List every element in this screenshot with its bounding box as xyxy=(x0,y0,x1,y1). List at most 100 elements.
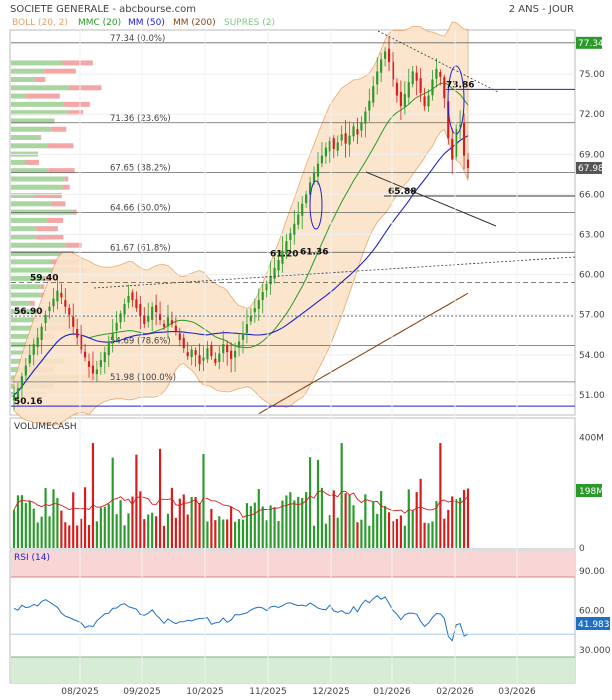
top-level-badge-label: 77.34 xyxy=(578,39,604,49)
candle-body xyxy=(411,71,414,85)
candle-body xyxy=(237,341,241,348)
candle-body xyxy=(12,394,16,401)
volume-bar xyxy=(214,520,217,548)
candle-body xyxy=(293,223,296,235)
price-tick-label: 66.00 xyxy=(579,190,605,200)
candle-body xyxy=(352,126,355,137)
volume-bar xyxy=(44,488,47,548)
price-panel-frame xyxy=(9,29,576,416)
volume-profile-bar-sell xyxy=(34,76,46,82)
price-tick-label: 51.00 xyxy=(579,391,605,401)
volume-profile-bar-sell xyxy=(25,159,39,165)
volume-bar xyxy=(218,516,221,548)
volume-bar xyxy=(387,512,391,548)
candle-body xyxy=(170,320,173,325)
candle-body xyxy=(316,163,320,177)
candle-body xyxy=(265,283,268,291)
volume-tick-label: 0 xyxy=(579,544,585,554)
volume-bar xyxy=(301,498,304,548)
volume-profile-bar-sell xyxy=(50,201,66,207)
candle-body xyxy=(162,323,166,327)
volume-bar xyxy=(111,457,114,548)
fibonacci-label: 67.65 (38.2%) xyxy=(110,163,171,173)
volume-bar xyxy=(155,516,158,548)
price-tick-label: 69.00 xyxy=(579,150,605,160)
candle-body xyxy=(202,357,205,361)
volume-bar xyxy=(76,525,79,548)
candle-body xyxy=(60,292,63,298)
volume-bar xyxy=(249,506,252,548)
candle-body xyxy=(423,96,426,107)
candle-body xyxy=(44,314,47,324)
candle-body xyxy=(312,173,316,183)
candle-body xyxy=(360,122,363,131)
annotation-label: 56.90 xyxy=(14,307,42,317)
candle-body xyxy=(48,306,51,312)
volume-bar xyxy=(32,508,35,548)
candle-body xyxy=(230,350,233,359)
volume-profile-bar-sell xyxy=(63,101,90,107)
volume-bar xyxy=(91,443,95,548)
candle-body xyxy=(305,194,308,204)
candle-body xyxy=(462,122,466,156)
last-price-badge xyxy=(576,161,602,174)
annotation-label: 50.16 xyxy=(14,397,42,407)
volume-bar xyxy=(119,500,122,548)
candle-body xyxy=(123,304,126,315)
candle-body xyxy=(135,299,138,309)
volume-bar xyxy=(281,500,284,548)
candle-body xyxy=(80,335,83,350)
volume-bar xyxy=(194,497,197,548)
candle-body xyxy=(435,68,438,79)
candle-body xyxy=(119,313,122,323)
candle-body xyxy=(407,82,410,98)
volume-bar xyxy=(455,499,458,548)
price-tick-label: 54.00 xyxy=(579,351,605,361)
volume-last-badge xyxy=(576,484,602,497)
volume-profile-bar-sell xyxy=(29,300,35,306)
candle-body xyxy=(443,77,446,99)
candle-body xyxy=(115,322,118,331)
candle-body xyxy=(384,51,387,59)
date-tick-label: 09/2025 xyxy=(123,687,160,697)
volume-bar xyxy=(427,523,430,548)
volume-bar xyxy=(309,457,312,548)
support-trendline xyxy=(365,171,497,227)
date-tick-label: 01/2026 xyxy=(373,687,411,697)
candle-body xyxy=(466,159,470,168)
candle-body xyxy=(415,72,418,81)
rsi-last-badge xyxy=(576,617,610,630)
volume-bars: 400M 0 xyxy=(12,434,604,554)
volume-profile-bar-buy xyxy=(11,193,35,199)
price-tick-label: 72.00 xyxy=(579,110,605,120)
volume-profile-bar-buy xyxy=(11,101,64,107)
volume-bar xyxy=(360,519,363,548)
annotation-label: 59.40 xyxy=(30,274,58,284)
price-tick-label: 63.00 xyxy=(579,231,605,241)
volume-bar xyxy=(16,495,20,548)
volume-profile-bar-sell xyxy=(68,85,102,91)
volume-bar xyxy=(80,518,83,548)
volume-bar xyxy=(372,501,375,548)
candle-body xyxy=(348,135,351,145)
volume-bar xyxy=(431,521,434,548)
volume-profile-bar-sell xyxy=(53,118,55,124)
volume-profile-bar-buy xyxy=(11,333,37,339)
volume-bar xyxy=(83,487,87,548)
volume-profile-bar-sell xyxy=(26,93,60,99)
volume-bar xyxy=(320,487,324,548)
annotation-label: 61.36 xyxy=(300,247,328,257)
rsi-tick-label: 90.00 xyxy=(579,567,605,577)
volume-profile-bar-sell xyxy=(44,68,76,74)
candle-body xyxy=(36,337,39,347)
volume-bar xyxy=(52,489,55,548)
candle-body xyxy=(285,241,288,255)
candle-body xyxy=(455,128,458,157)
candle-body xyxy=(87,361,91,367)
volume-bar xyxy=(123,525,126,548)
volume-bar xyxy=(107,504,110,548)
candle-body xyxy=(376,71,379,85)
candle-body xyxy=(210,345,213,357)
volume-profile-bar-sell xyxy=(64,176,69,182)
